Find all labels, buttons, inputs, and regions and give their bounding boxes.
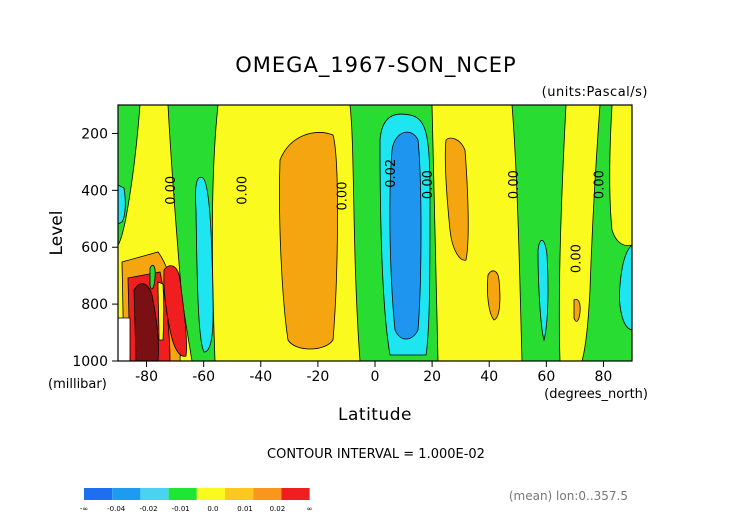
region-cyan-sliver-north (537, 240, 549, 342)
colorbar-label-1: -0.04 (107, 505, 126, 513)
region-blue-equator-core (389, 131, 422, 340)
region-green-wedge-antarctic (149, 264, 156, 290)
x-tick-label-5: 20 (423, 369, 441, 385)
contour-label-7: 0.00 (592, 170, 607, 199)
colorbar-swatch-0 (84, 488, 113, 500)
y-tick-label-1: 400 (81, 183, 108, 199)
x-axis-units: (degrees_north) (544, 387, 648, 402)
chart-units: (units:Pascal/s) (542, 85, 648, 100)
x-tick-label-7: 60 (537, 369, 555, 385)
colorbar: -∞ -0.04 -0.02 -0.01 0.0 0.01 0.02 ∞ (80, 488, 313, 513)
colorbar-label-0: -∞ (80, 505, 88, 513)
plot-area (117, 104, 633, 362)
plot-background (118, 105, 632, 361)
x-tick-label-8: 80 (595, 369, 613, 385)
region-yellow-inner-antarctic (157, 281, 165, 341)
region-cyan-east-edge (619, 244, 633, 331)
x-tick-label-6: 40 (480, 369, 498, 385)
region-yellow-patch-north-edge (609, 104, 633, 247)
colorbar-swatch-7 (281, 488, 310, 500)
contour-label-3: 0.02 (384, 159, 399, 188)
contour-label-0: 0.00 (164, 176, 179, 205)
x-tick-label-0: -80 (135, 369, 158, 385)
y-axis-units: (millibar) (48, 377, 107, 392)
contour-label-5: 0.00 (507, 170, 522, 199)
chart-title: OMEGA_1967-SON_NCEP (235, 53, 516, 78)
x-tick-label-3: -20 (306, 369, 329, 385)
colorbar-swatch-6 (253, 488, 282, 500)
footer-mean-text: (mean) lon:0..357.5 (509, 489, 628, 503)
colorbar-label-6: 0.02 (270, 505, 286, 513)
region-darkred-antarctic-core (133, 283, 159, 362)
x-tick-label-2: -40 (249, 369, 272, 385)
colorbar-label-2: -0.02 (139, 505, 157, 513)
y-tick-label-2: 600 (81, 240, 108, 256)
x-tick-label-1: -60 (192, 369, 215, 385)
colorbar-swatch-4 (196, 488, 225, 500)
region-orange-small-north (486, 270, 501, 321)
contour-label-2: 0.00 (335, 182, 350, 211)
region-cyan-south-ocean (195, 176, 214, 353)
contour-label-4: 0.00 (421, 170, 436, 199)
y-tick-label-4: 1000 (72, 354, 108, 370)
colorbar-swatch-2 (140, 488, 169, 500)
x-axis-label: Latitude (338, 405, 412, 425)
contour-interval-text: CONTOUR INTERVAL = 1.000E-02 (267, 447, 485, 462)
region-orange-south-subtropics (279, 132, 338, 350)
region-orange-north-subtropics (444, 137, 469, 261)
region-orange-sliver-north (573, 298, 581, 322)
y-axis-label: Level (47, 211, 67, 256)
contour-label-1: 0.00 (236, 176, 251, 205)
colorbar-label-4: 0.0 (207, 505, 218, 513)
colorbar-swatch-3 (168, 488, 197, 500)
y-tick-label-0: 200 (81, 126, 108, 142)
colorbar-label-3: -0.01 (172, 505, 190, 513)
colorbar-swatch-5 (225, 488, 254, 500)
x-tick-label-4: 0 (371, 369, 380, 385)
colorbar-label-7: ∞ (307, 505, 313, 513)
y-tick-label-3: 800 (81, 297, 108, 313)
region-yellow-band-midlat-north (558, 104, 601, 362)
contour-label-6: 0.00 (570, 244, 585, 273)
region-cyan-west-edge (117, 184, 126, 225)
region-red-coastal-maximum (163, 265, 187, 357)
colorbar-swatch-1 (112, 488, 141, 500)
region-white-missing-surface (117, 317, 131, 362)
colorbar-label-5: 0.01 (237, 505, 253, 513)
